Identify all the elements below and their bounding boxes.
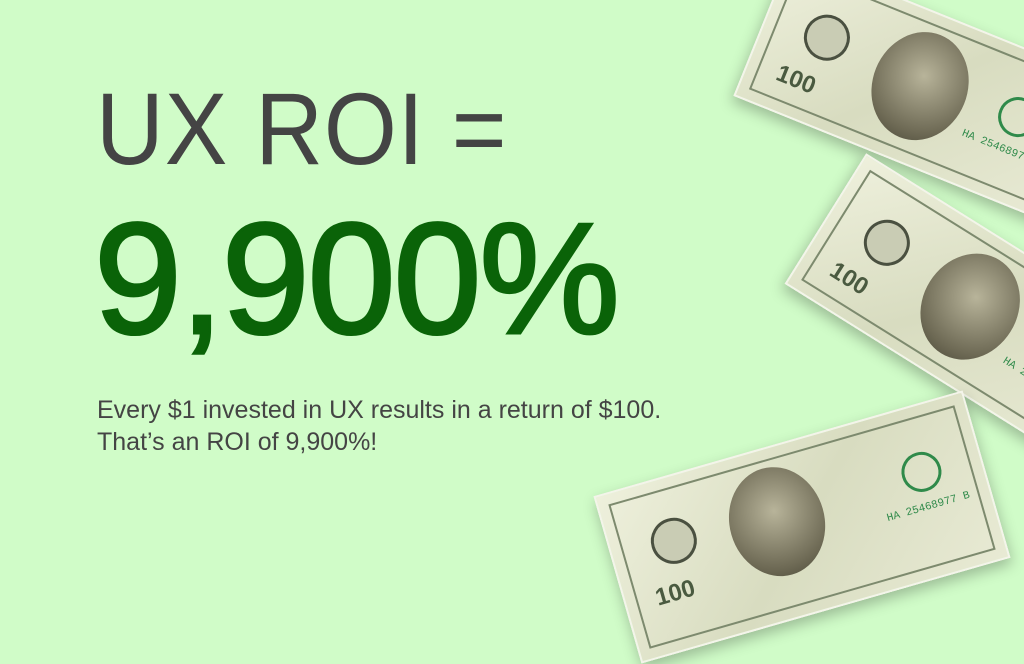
subtitle: Every $1 invested in UX results in a ret… — [97, 394, 661, 458]
roi-value: 9,900% — [93, 191, 622, 367]
headline: UX ROI = — [96, 72, 508, 186]
subtitle-line-1: Every $1 invested in UX results in a ret… — [97, 396, 662, 424]
subtitle-line-2: That’s an ROI of 9,900%! — [97, 428, 378, 456]
